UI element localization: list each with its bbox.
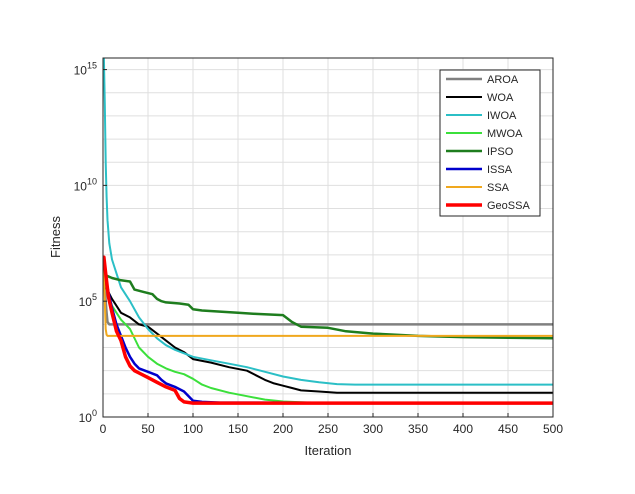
x-tick-label: 450 (498, 422, 518, 436)
legend-label-mwoa: MWOA (487, 128, 523, 140)
legend-box (439, 69, 541, 217)
y-tick-label: 105 (79, 292, 97, 309)
x-tick-label: 200 (273, 422, 293, 436)
x-tick-label: 50 (141, 422, 155, 436)
legend-items: AROA WOA IWOA MWOA IPSO ISSA SSA GeoSSA (446, 74, 530, 212)
y-tick-label: 1015 (74, 61, 97, 78)
series-line-iwoa (103, 58, 553, 386)
x-tick-label: 300 (363, 422, 383, 436)
x-tick-label: 400 (453, 422, 473, 436)
series-line-mwoa (103, 265, 553, 405)
series-layer (103, 58, 553, 405)
legend-label-ssa: SSA (487, 182, 510, 194)
legend-label-woa: WOA (487, 92, 514, 104)
series-line-ssa (103, 267, 553, 337)
x-tick-label: 350 (408, 422, 428, 436)
x-tick-label: 250 (318, 422, 338, 436)
x-tick-label: 100 (183, 422, 203, 436)
y-axis-label: Fitness (48, 216, 63, 258)
y-tick-label: 100 (79, 408, 97, 425)
series-line-ipso (103, 265, 553, 340)
x-tick-label: 150 (228, 422, 248, 436)
series-line-geossa (103, 255, 553, 405)
y-tick-label: 1010 (74, 176, 97, 193)
legend-label-geossa: GeoSSA (487, 200, 530, 212)
x-tick-label: 500 (543, 422, 563, 436)
legend-label-iwoa: IWOA (487, 110, 517, 122)
x-tick-label: 0 (100, 422, 107, 436)
tick-layer: 0 50 100 150 200 250 300 350 400 450 500 100 105 1010… (74, 61, 564, 436)
legend: AROA WOA IWOA MWOA IPSO ISSA SSA GeoSSA (439, 69, 541, 217)
legend-label-aroa: AROA (487, 74, 519, 86)
x-axis-label: Iteration (305, 443, 352, 458)
legend-label-ipso: IPSO (487, 146, 514, 158)
legend-label-issa: ISSA (487, 164, 513, 176)
